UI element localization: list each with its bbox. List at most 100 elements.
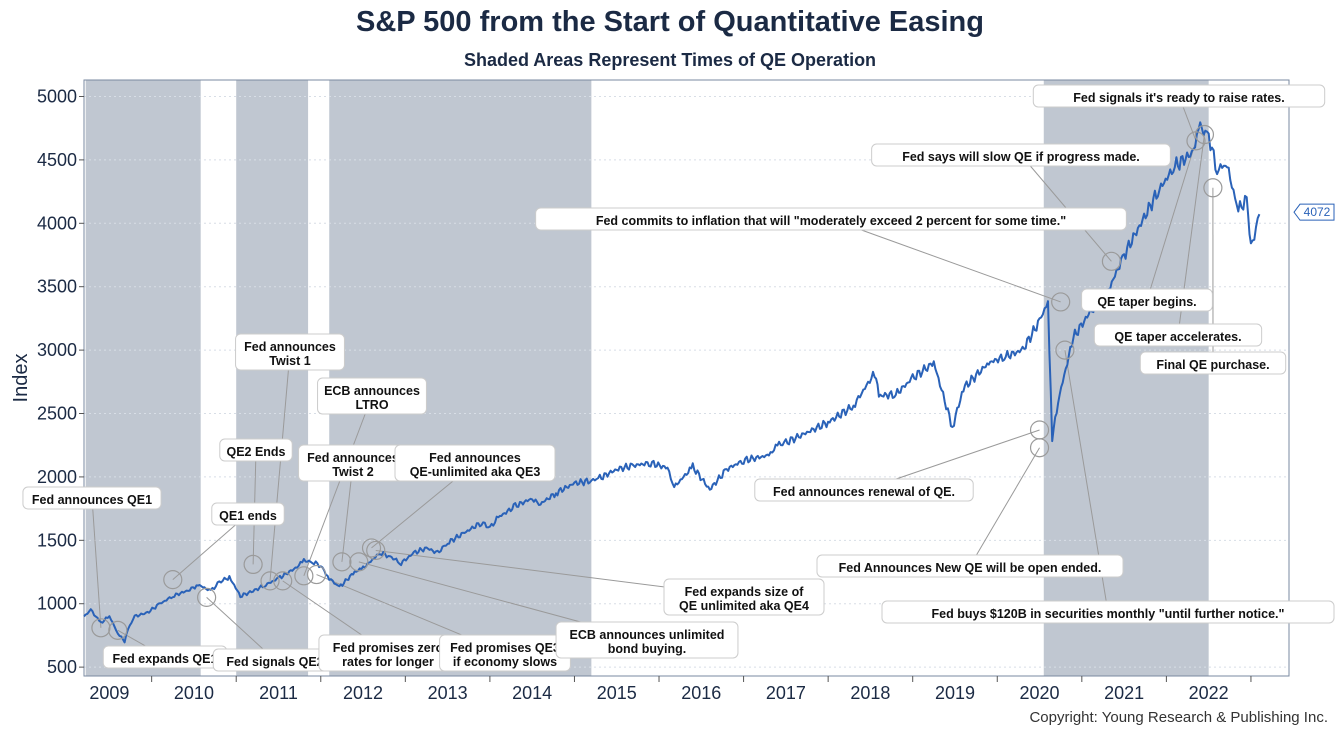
annotation-18: Fed says will slow QE if progress made.: [871, 143, 1171, 167]
annotation-marker: [243, 554, 263, 575]
annotation-text: Fed promises QE3 if economy slows: [450, 641, 560, 669]
annotation-text: QE2 Ends: [226, 445, 285, 459]
annotation-text-line: Fed announces: [429, 451, 521, 465]
x-tick-label: 2022: [1189, 683, 1229, 703]
x-tick-label: 2016: [681, 683, 721, 703]
annotation-marker: [1029, 438, 1050, 458]
qe-period-1: [85, 80, 201, 676]
annotation-text: ECB announces unlimited bond buying.: [570, 628, 725, 656]
annotation-marker: [108, 620, 128, 640]
annotation-text-line: Fed expands size of: [685, 585, 805, 599]
annotation-text-line: Fed promises zero: [333, 641, 444, 655]
annotation-text-line: Fed Announces New QE will be open ended.: [839, 561, 1102, 575]
y-tick-label: 500: [47, 657, 77, 677]
annotation-text: QE taper begins.: [1097, 295, 1196, 309]
annotation-text-line: if economy slows: [453, 655, 557, 669]
chart-title: S&P 500 from the Start of Quantitative E…: [356, 6, 984, 38]
x-axis: 2009 2010 2011 2012 2013 2014 2015 2016 2017 2018…: [89, 676, 1252, 703]
annotation-box: [235, 333, 345, 371]
annotation-box: [394, 444, 556, 482]
x-tick-label: 2009: [89, 683, 129, 703]
annotation-text-line: Fed announces: [244, 340, 336, 354]
annotation-text-line: Twist 2: [332, 465, 373, 479]
annotation-text-line: rates for longer: [342, 655, 434, 669]
annotation-leader: [1146, 140, 1197, 301]
x-tick-label: 2014: [512, 683, 552, 703]
annotation-marker: [366, 540, 386, 561]
annotation-text: Fed Announces New QE will be open ended.: [839, 561, 1102, 575]
x-tick-label: 2020: [1020, 683, 1060, 703]
annotation-text: Fed announces QE-unlimited aka QE3: [410, 451, 541, 479]
annotation-text-line: Fed announces QE1: [32, 493, 152, 507]
annotation-text-line: Twist 1: [269, 354, 310, 368]
y-tick-label: 1500: [37, 530, 77, 550]
annotation-box: [816, 554, 1124, 578]
last-value-marker: 4072: [1293, 203, 1335, 221]
annotation-marker: [260, 571, 280, 591]
annotation-text: Fed announces QE1: [32, 493, 152, 507]
annotation-box: [881, 600, 1335, 624]
qe-period-4: [1043, 80, 1209, 676]
annotation-marker: [1101, 251, 1122, 271]
y-tick-label: 2000: [37, 467, 77, 487]
annotation-10: Fed promises zero rates for longer: [318, 634, 458, 672]
annotation-text-line: Fed expands QE1: [113, 652, 218, 666]
annotation-text: Fed commits to inflation that will "mode…: [596, 214, 1066, 228]
x-tick-label: 2019: [935, 683, 975, 703]
x-tick-label: 2017: [766, 683, 806, 703]
y-tick-label: 4500: [37, 150, 77, 170]
annotation-3: QE1 ends: [211, 502, 285, 526]
annotation-text-line: Fed promises QE3: [450, 641, 560, 655]
annotation-12: ECB announces unlimited bond buying.: [555, 621, 739, 659]
annotation-marker: [91, 618, 111, 638]
annotation-box: [1081, 288, 1213, 312]
y-tick-label: 5000: [37, 86, 77, 106]
x-tick-label: 2010: [174, 683, 214, 703]
annotation-marker: [1051, 292, 1071, 312]
annotation-13: Fed expands size of QE unlimited aka QE4: [663, 578, 825, 616]
annotation-21: QE taper accelerates.: [1093, 323, 1263, 347]
copyright: Copyright: Young Research & Publishing I…: [1029, 709, 1328, 726]
annotation-text: QE1 ends: [219, 509, 277, 523]
annotation-2: Fed expands QE1: [102, 645, 228, 669]
y-axis: 500 1000 1500 2000 2500 3000 3500 4000 4500 5000: [37, 86, 84, 677]
annotation-4: Fed signals QE2: [212, 648, 338, 672]
annotation-box: [663, 578, 825, 616]
x-tick-label: 2018: [850, 683, 890, 703]
annotation-box: [1093, 323, 1263, 347]
annotation-text-line: Final QE purchase.: [1156, 358, 1269, 372]
annotation-box: [1032, 84, 1326, 108]
annotation-15: Fed Announces New QE will be open ended.: [816, 554, 1124, 578]
y-axis-label: Index: [10, 354, 32, 403]
annotation-20: QE taper begins.: [1081, 288, 1213, 312]
annotation-text-line: QE unlimited aka QE4: [679, 599, 809, 613]
annotation-text: Final QE purchase.: [1156, 358, 1269, 372]
annotation-leader: [91, 497, 102, 628]
annotation-marker: [1055, 340, 1075, 360]
annotation-6: Fed announces Twist 1: [235, 333, 345, 371]
annotation-text: QE taper accelerates.: [1114, 330, 1241, 344]
annotation-text: Fed announces Twist 1: [244, 340, 336, 368]
annotation-leader: [969, 447, 1040, 567]
annotation-22: Final QE purchase.: [1139, 351, 1287, 375]
annotation-text-line: QE-unlimited aka QE3: [410, 465, 541, 479]
qe-period-2: [236, 80, 309, 676]
qe-shaded-periods: [85, 80, 1209, 676]
annotation-leader: [269, 351, 291, 581]
y-tick-label: 4000: [37, 213, 77, 233]
plot-frame: [83, 79, 1290, 677]
annotations: Fed announces QE1 Fed expands QE1 QE1 ends…: [22, 84, 1335, 672]
annotation-text: Fed says will slow QE if progress made.: [902, 150, 1140, 164]
x-tick-label: 2015: [597, 683, 637, 703]
annotation-box: [535, 207, 1127, 231]
annotation-text: Fed announces Twist 2: [307, 451, 399, 479]
annotation-marker: [349, 552, 369, 572]
annotation-5: QE2 Ends: [219, 438, 293, 462]
x-tick-label: 2012: [343, 683, 383, 703]
annotation-11: Fed promises QE3 if economy slows: [439, 634, 571, 672]
annotation-19: Fed signals it's ready to raise rates.: [1032, 84, 1326, 108]
annotation-text-line: Fed signals QE2: [226, 655, 323, 669]
annotation-marker: [163, 570, 183, 590]
annotation-14: Fed announces renewal of QE.: [754, 478, 974, 502]
annotation-box: [555, 621, 739, 659]
